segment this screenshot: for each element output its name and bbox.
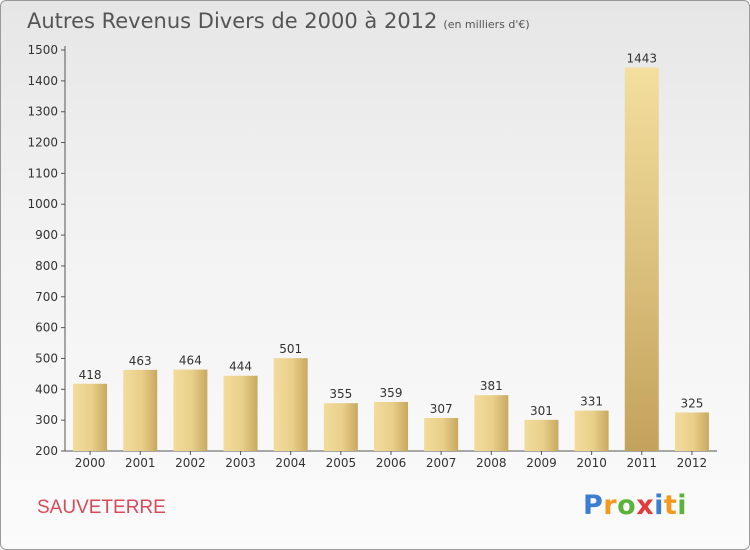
value-label-2006: 359 — [380, 386, 403, 400]
bar-2012 — [674, 412, 709, 451]
y-tick-label: 1300 — [27, 105, 58, 119]
x-tick-label: 2007 — [426, 456, 457, 470]
x-tick-label: 2003 — [225, 456, 256, 470]
x-tick-label: 2011 — [626, 456, 657, 470]
y-tick-label: 1500 — [27, 43, 58, 57]
bars — [73, 67, 709, 451]
logo-letter: t — [663, 490, 678, 521]
y-tick-label: 800 — [35, 259, 58, 273]
y-tick-label: 200 — [35, 444, 58, 458]
y-tick-label: 1200 — [27, 136, 58, 150]
logo-letter: o — [617, 490, 637, 521]
value-label-2012: 325 — [680, 396, 703, 410]
x-tick-label: 2012 — [677, 456, 708, 470]
y-tick-label: 900 — [35, 228, 58, 242]
value-label-2002: 464 — [179, 354, 202, 368]
bar-2007 — [424, 417, 459, 451]
x-tick-label: 2006 — [376, 456, 407, 470]
logo-letter: x — [636, 490, 655, 521]
y-tick-label: 1000 — [27, 197, 58, 211]
logo-letter: r — [603, 490, 618, 521]
chart-title: Autres Revenus Divers de 2000 à 2012 (en … — [27, 9, 530, 33]
bar-2000 — [73, 383, 108, 451]
value-label-2001: 463 — [129, 354, 152, 368]
x-tick-label: 2000 — [75, 456, 106, 470]
value-label-2011: 1443 — [626, 52, 657, 66]
x-tick-label: 2005 — [326, 456, 357, 470]
y-tick-label: 400 — [35, 382, 58, 396]
logo-letter: i — [677, 490, 688, 521]
value-label-2003: 444 — [229, 360, 252, 374]
x-tick-label: 2002 — [175, 456, 206, 470]
bar-2009 — [524, 419, 559, 451]
title-text: Autres Revenus Divers de 2000 à 2012 — [27, 9, 438, 33]
bar-2001 — [123, 369, 158, 451]
bar-2006 — [374, 401, 408, 451]
axes: 200 300 400 500 600 700 800 900 1000 1100 1200 1300… — [27, 43, 717, 470]
value-label-2010: 331 — [580, 395, 603, 409]
x-tick-label: 2001 — [125, 456, 156, 470]
bar-2008 — [474, 395, 509, 451]
value-label-2004: 501 — [279, 342, 302, 356]
bar-2005 — [323, 403, 358, 451]
value-label-2009: 301 — [530, 404, 553, 418]
proxiti-logo[interactable]: Proxiti — [583, 490, 687, 521]
value-label-2007: 307 — [430, 402, 453, 416]
y-tick-label: 300 — [35, 413, 58, 427]
bar-2002 — [173, 369, 208, 451]
bar-2003 — [223, 375, 258, 451]
value-labels: 418 463 464 444 501 355 359 307 381 301 331 1443 325 — [79, 52, 704, 418]
y-tick-label: 600 — [35, 321, 58, 335]
value-label-2008: 381 — [480, 379, 503, 393]
bar-2010 — [574, 410, 609, 451]
x-tick-label: 2004 — [275, 456, 306, 470]
logo-letter: P — [583, 490, 604, 521]
bar-2011 — [624, 67, 659, 451]
y-tick-label: 1100 — [27, 166, 58, 180]
y-tick-label: 500 — [35, 351, 58, 365]
y-tick-label: 700 — [35, 290, 58, 304]
x-tick-label: 2010 — [576, 456, 607, 470]
title-unit: (en milliers d'€) — [443, 18, 530, 31]
x-tick-label: 2008 — [476, 456, 507, 470]
bar-2004 — [273, 358, 308, 451]
x-tick-label: 2009 — [526, 456, 557, 470]
value-label-2000: 418 — [79, 368, 102, 382]
logo-letter: i — [654, 490, 664, 521]
value-label-2005: 355 — [329, 387, 352, 401]
y-tick-label: 1400 — [27, 74, 58, 88]
commune-name: SAUVETERRE — [37, 497, 166, 518]
